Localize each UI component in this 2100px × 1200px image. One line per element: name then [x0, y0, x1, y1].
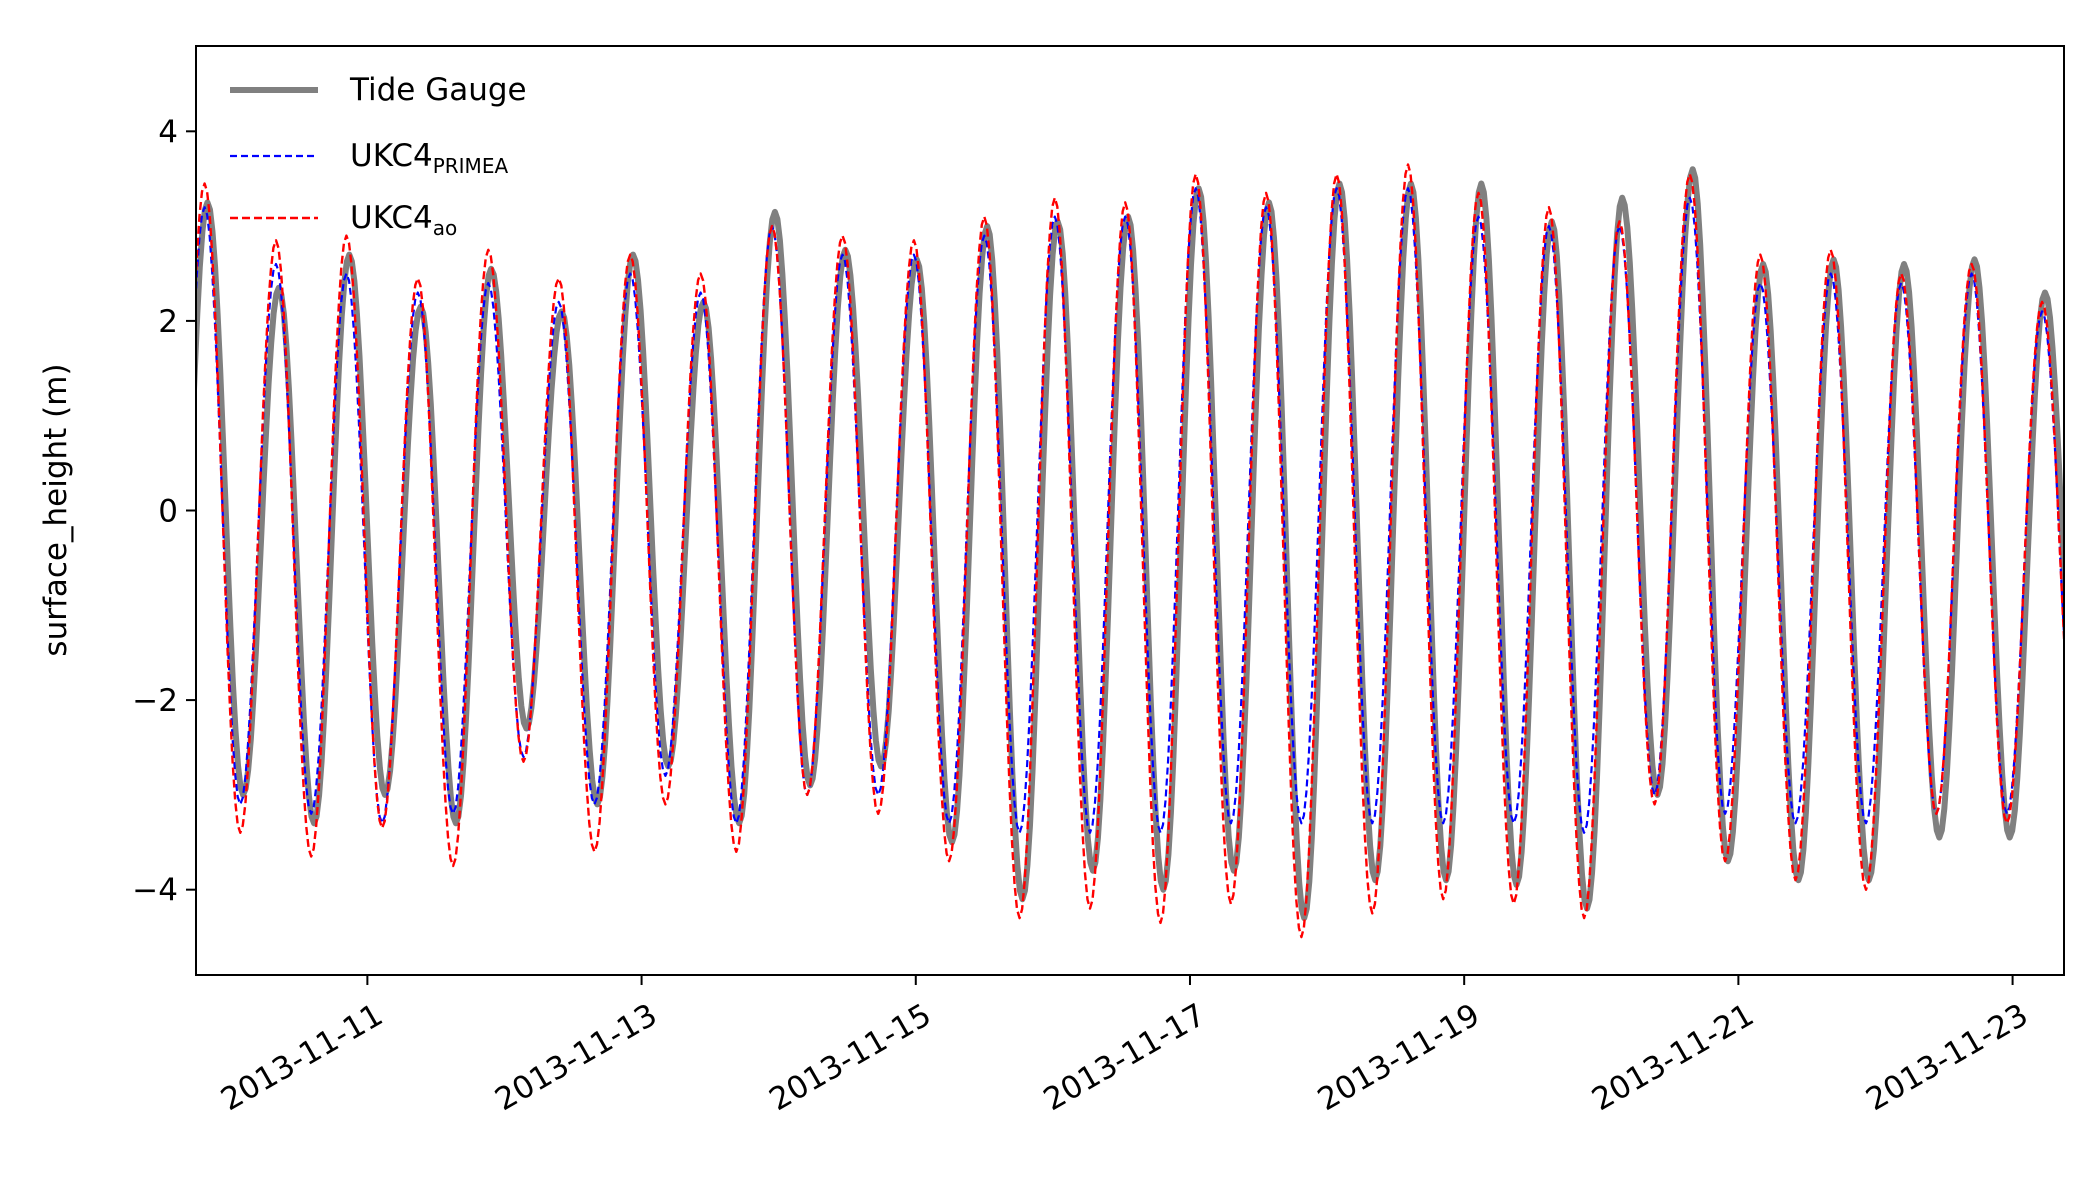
y-tick-label: 2 [158, 304, 178, 340]
legend-label-sub: ao [433, 216, 458, 240]
legend-label: UKC4ao [350, 200, 457, 240]
y-tick-label: 0 [158, 494, 178, 530]
series-layer [196, 163, 2064, 939]
series-line-ukc4-ao [196, 163, 2064, 939]
legend-label: UKC4PRIMEA [350, 138, 508, 178]
legend-label-main: UKC4 [350, 138, 433, 174]
y-axis: −4 −2 0 2 4 [132, 114, 196, 909]
legend-label: Tide Gauge [349, 72, 527, 108]
legend-label-main: UKC4 [350, 200, 433, 236]
y-tick-label: −2 [132, 683, 178, 719]
legend-label-sub: PRIMEA [433, 154, 509, 178]
series-line-ukc4-primea [196, 187, 2064, 834]
y-tick-label: 4 [158, 114, 178, 150]
y-axis-label: surface_height (m) [38, 363, 74, 656]
y-tick-label: −4 [132, 873, 178, 909]
